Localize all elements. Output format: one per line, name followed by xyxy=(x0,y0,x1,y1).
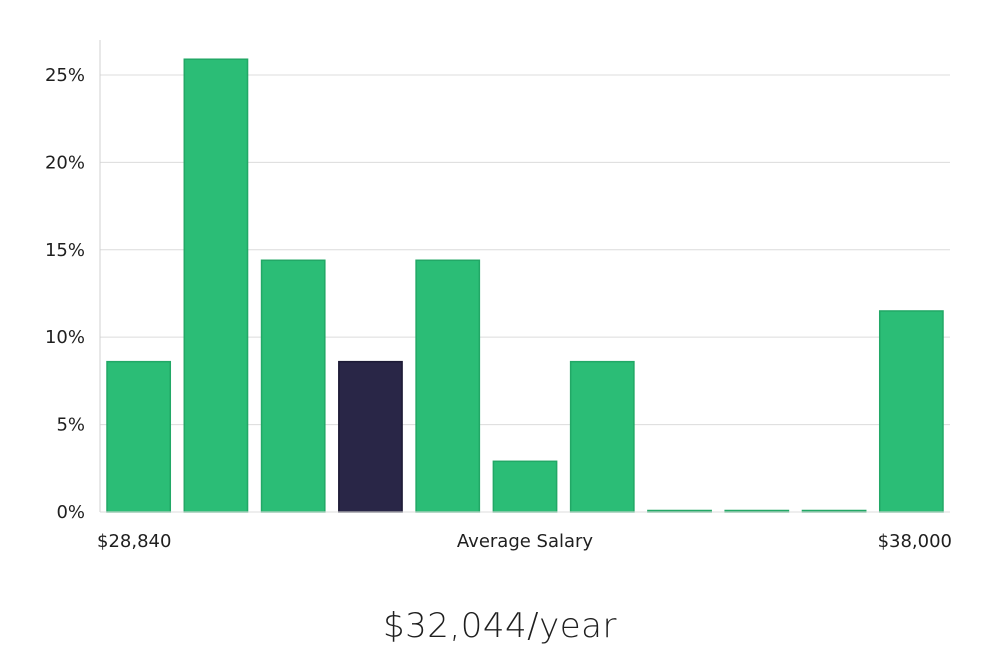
y-tick-label: 0% xyxy=(56,502,85,523)
x-min-label: $28,840 xyxy=(97,531,171,552)
bar xyxy=(569,360,635,513)
salary-histogram: 0% 5% 10% 15% 20% 25% $28,840 Average Salary $38… xyxy=(45,40,952,552)
bar xyxy=(878,310,944,513)
y-tick-label: 15% xyxy=(45,240,85,261)
bar xyxy=(492,460,558,513)
x-max-label: $38,000 xyxy=(878,531,952,552)
bar-highlighted xyxy=(338,360,403,513)
bar xyxy=(183,58,249,513)
y-tick-label: 5% xyxy=(56,415,85,436)
average-salary-summary: $32,044/year xyxy=(383,606,617,646)
bar xyxy=(106,360,172,513)
bar xyxy=(415,259,481,513)
x-axis-title: Average Salary xyxy=(457,531,594,552)
y-tick-label: 10% xyxy=(45,327,85,348)
y-tick-label: 25% xyxy=(45,65,85,86)
y-tick-label: 20% xyxy=(45,152,85,173)
bar xyxy=(260,259,326,513)
